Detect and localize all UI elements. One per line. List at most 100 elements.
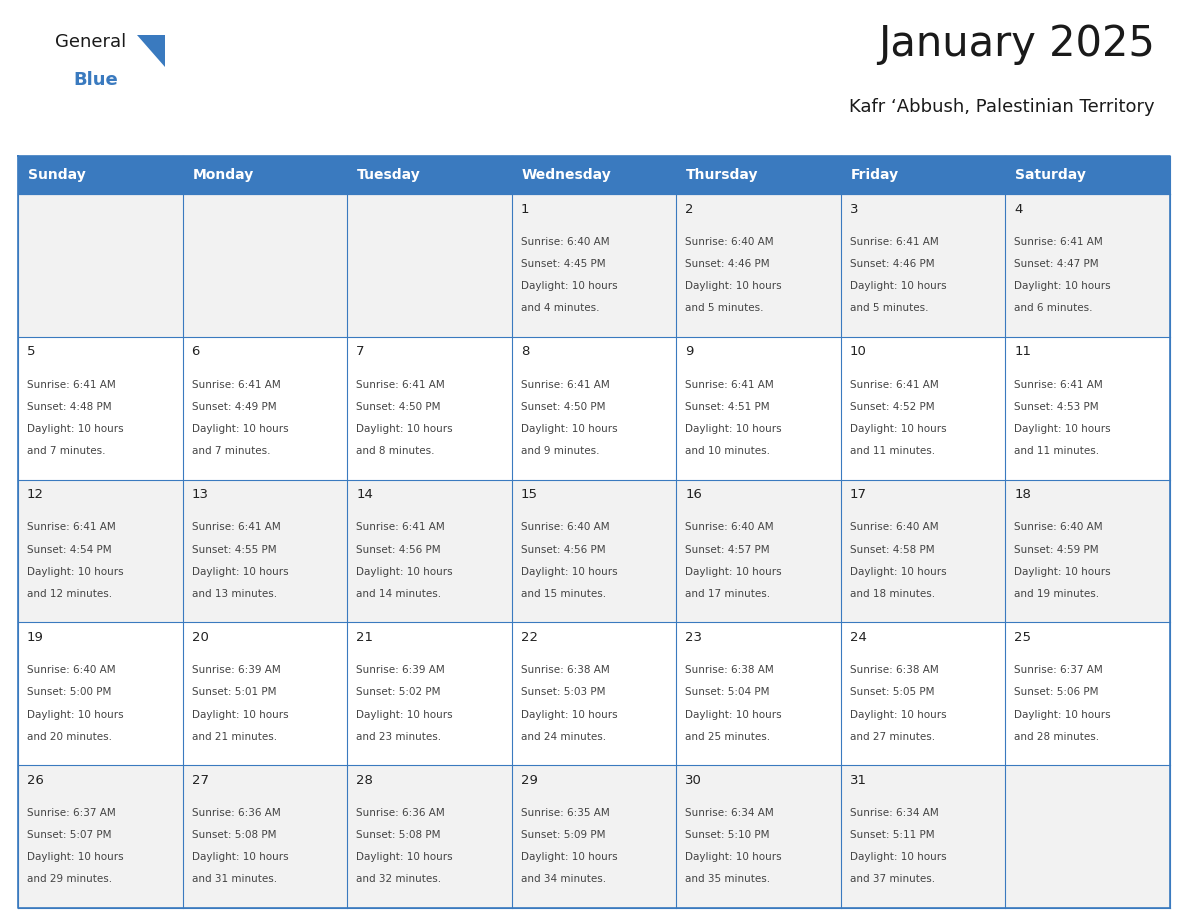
Text: and 4 minutes.: and 4 minutes. [520, 303, 599, 313]
Text: 21: 21 [356, 631, 373, 644]
Text: Sunrise: 6:38 AM: Sunrise: 6:38 AM [849, 666, 939, 676]
Text: and 24 minutes.: and 24 minutes. [520, 732, 606, 742]
Bar [183, 622, 347, 766]
Text: Daylight: 10 hours: Daylight: 10 hours [520, 710, 618, 720]
Text: and 18 minutes.: and 18 minutes. [849, 588, 935, 599]
Text: Sunset: 5:06 PM: Sunset: 5:06 PM [1015, 688, 1099, 698]
Text: Sunrise: 6:36 AM: Sunrise: 6:36 AM [356, 808, 446, 818]
Text: Sunrise: 6:36 AM: Sunrise: 6:36 AM [191, 808, 280, 818]
Text: 23: 23 [685, 631, 702, 644]
Text: Sunrise: 6:40 AM: Sunrise: 6:40 AM [520, 522, 609, 532]
Bar [347, 156, 512, 194]
Text: Sunrise: 6:37 AM: Sunrise: 6:37 AM [27, 808, 115, 818]
Bar [676, 194, 841, 337]
Text: Sunrise: 6:41 AM: Sunrise: 6:41 AM [191, 522, 280, 532]
Text: and 12 minutes.: and 12 minutes. [27, 588, 112, 599]
Bar [183, 194, 347, 337]
Text: Sunset: 4:50 PM: Sunset: 4:50 PM [356, 402, 441, 412]
Text: Sunset: 5:05 PM: Sunset: 5:05 PM [849, 688, 935, 698]
Text: Daylight: 10 hours: Daylight: 10 hours [685, 281, 782, 291]
Text: Sunrise: 6:40 AM: Sunrise: 6:40 AM [849, 522, 939, 532]
Text: January 2025: January 2025 [878, 23, 1155, 65]
Bar [18, 194, 183, 337]
Bar [18, 156, 183, 194]
Text: Sunset: 4:55 PM: Sunset: 4:55 PM [191, 544, 277, 554]
Text: and 19 minutes.: and 19 minutes. [1015, 588, 1100, 599]
Bar [512, 194, 676, 337]
Text: Sunset: 4:58 PM: Sunset: 4:58 PM [849, 544, 935, 554]
Text: Sunset: 4:46 PM: Sunset: 4:46 PM [849, 259, 935, 269]
Text: 16: 16 [685, 488, 702, 501]
Text: and 11 minutes.: and 11 minutes. [849, 446, 935, 456]
Bar [841, 337, 1005, 479]
Text: Daylight: 10 hours: Daylight: 10 hours [685, 710, 782, 720]
Text: Blue: Blue [72, 71, 118, 89]
Text: Sunset: 5:07 PM: Sunset: 5:07 PM [27, 830, 112, 840]
Text: and 37 minutes.: and 37 minutes. [849, 875, 935, 884]
Bar [18, 337, 183, 479]
Text: and 5 minutes.: and 5 minutes. [849, 303, 928, 313]
Text: 30: 30 [685, 774, 702, 787]
Text: and 23 minutes.: and 23 minutes. [356, 732, 441, 742]
Text: Daylight: 10 hours: Daylight: 10 hours [356, 424, 453, 434]
Text: 25: 25 [1015, 631, 1031, 644]
Text: and 29 minutes.: and 29 minutes. [27, 875, 112, 884]
Text: 29: 29 [520, 774, 538, 787]
Text: Sunday: Sunday [27, 168, 86, 182]
Text: Sunset: 5:10 PM: Sunset: 5:10 PM [685, 830, 770, 840]
Bar [841, 479, 1005, 622]
Bar [676, 156, 841, 194]
Bar [676, 479, 841, 622]
Bar [347, 766, 512, 908]
Text: Sunrise: 6:37 AM: Sunrise: 6:37 AM [1015, 666, 1104, 676]
Text: Daylight: 10 hours: Daylight: 10 hours [685, 424, 782, 434]
Text: 26: 26 [27, 774, 44, 787]
Text: 12: 12 [27, 488, 44, 501]
Text: Sunrise: 6:34 AM: Sunrise: 6:34 AM [849, 808, 939, 818]
Text: 20: 20 [191, 631, 209, 644]
Text: General: General [55, 33, 126, 51]
Text: Sunset: 4:48 PM: Sunset: 4:48 PM [27, 402, 112, 412]
Text: 28: 28 [356, 774, 373, 787]
Bar [1005, 479, 1170, 622]
Text: 14: 14 [356, 488, 373, 501]
Bar [1005, 156, 1170, 194]
Text: Sunrise: 6:41 AM: Sunrise: 6:41 AM [520, 380, 609, 389]
Text: Daylight: 10 hours: Daylight: 10 hours [1015, 566, 1111, 577]
Bar [512, 479, 676, 622]
Text: Sunset: 4:47 PM: Sunset: 4:47 PM [1015, 259, 1099, 269]
Bar [512, 156, 676, 194]
Text: and 27 minutes.: and 27 minutes. [849, 732, 935, 742]
Text: Sunrise: 6:41 AM: Sunrise: 6:41 AM [849, 237, 939, 247]
Text: Sunset: 5:01 PM: Sunset: 5:01 PM [191, 688, 276, 698]
Text: Monday: Monday [192, 168, 254, 182]
Polygon shape [137, 35, 165, 67]
Text: Daylight: 10 hours: Daylight: 10 hours [1015, 281, 1111, 291]
Text: Sunset: 5:02 PM: Sunset: 5:02 PM [356, 688, 441, 698]
Bar [676, 337, 841, 479]
Text: Sunrise: 6:41 AM: Sunrise: 6:41 AM [1015, 237, 1104, 247]
Text: Sunrise: 6:39 AM: Sunrise: 6:39 AM [356, 666, 446, 676]
Text: 2: 2 [685, 203, 694, 216]
Text: 15: 15 [520, 488, 538, 501]
Text: 9: 9 [685, 345, 694, 358]
Text: Daylight: 10 hours: Daylight: 10 hours [356, 710, 453, 720]
Text: Saturday: Saturday [1016, 168, 1086, 182]
Text: Daylight: 10 hours: Daylight: 10 hours [520, 424, 618, 434]
Text: Sunrise: 6:38 AM: Sunrise: 6:38 AM [685, 666, 775, 676]
Text: Daylight: 10 hours: Daylight: 10 hours [191, 424, 289, 434]
Text: Daylight: 10 hours: Daylight: 10 hours [191, 566, 289, 577]
Text: Sunrise: 6:34 AM: Sunrise: 6:34 AM [685, 808, 775, 818]
Text: Sunset: 5:03 PM: Sunset: 5:03 PM [520, 688, 605, 698]
Text: 3: 3 [849, 203, 859, 216]
Text: and 21 minutes.: and 21 minutes. [191, 732, 277, 742]
Text: Daylight: 10 hours: Daylight: 10 hours [685, 852, 782, 862]
Bar [1005, 194, 1170, 337]
Text: Sunset: 4:45 PM: Sunset: 4:45 PM [520, 259, 606, 269]
Text: Sunrise: 6:41 AM: Sunrise: 6:41 AM [685, 380, 775, 389]
Text: Daylight: 10 hours: Daylight: 10 hours [27, 852, 124, 862]
Text: Sunset: 5:00 PM: Sunset: 5:00 PM [27, 688, 112, 698]
Bar [347, 622, 512, 766]
Bar [1005, 337, 1170, 479]
Bar [183, 156, 347, 194]
